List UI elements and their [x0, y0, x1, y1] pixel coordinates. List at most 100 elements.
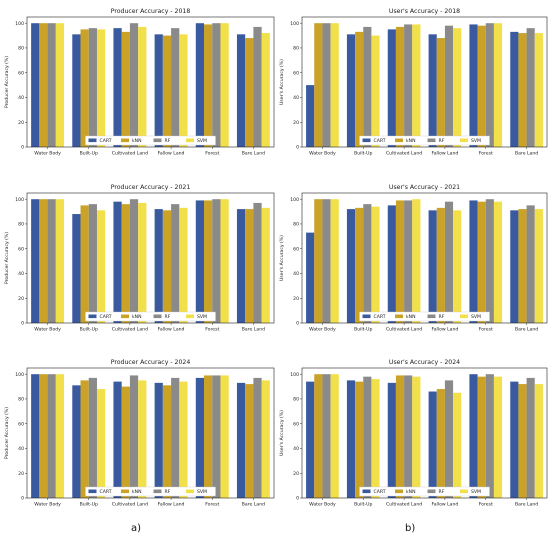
legend-label-cart: CART	[100, 314, 112, 320]
bar-cart-3	[428, 391, 437, 498]
bar-rf-0	[47, 374, 56, 498]
caption-b: b)	[405, 523, 416, 534]
bar-knn-0	[39, 23, 48, 147]
chart-panel-1: Producer Accuracy - 2018 Producer Accurac…	[4, 8, 275, 157]
bar-knn-0	[314, 374, 323, 498]
legend-swatch-knn	[121, 314, 129, 319]
bar-knn-3	[436, 207, 445, 323]
y-tick-label: 0	[21, 145, 24, 151]
legend-swatch-cart	[362, 138, 371, 143]
x-tick-label: Cultivated Land	[112, 327, 148, 333]
bar-knn-2	[395, 26, 405, 147]
bar-rf-1	[363, 26, 372, 147]
bar-rf-2	[404, 24, 413, 147]
legend-label-svm: SVM	[471, 138, 481, 144]
legend-swatch-knn	[395, 489, 403, 494]
x-tick-label: Cultivated Land	[386, 151, 422, 157]
bar-rf-0	[322, 23, 331, 147]
y-tick-label: 0	[296, 321, 299, 327]
x-tick-label: Fallow Land	[432, 151, 459, 157]
bar-rf-5	[253, 26, 262, 147]
bar-knn-0	[39, 199, 48, 323]
y-axis-label: Producer Accuracy (%)	[4, 56, 10, 108]
bar-svm-3	[453, 210, 462, 323]
legend-swatch-knn	[395, 138, 403, 143]
x-tick-label: Forest	[205, 327, 219, 333]
bar-svm-4	[493, 201, 503, 323]
bar-cart-3	[428, 210, 437, 323]
chart-title: User's Accuracy - 2018	[389, 8, 460, 15]
bar-cart-2	[113, 201, 122, 323]
bar-svm-3	[453, 28, 462, 148]
bar-rf-2	[404, 200, 413, 323]
bar-svm-0	[55, 199, 65, 323]
y-tick-label: 40	[293, 446, 299, 452]
y-tick-label: 40	[293, 95, 299, 101]
bar-rf-2	[129, 375, 139, 498]
x-tick-label: Cultivated Land	[386, 502, 422, 508]
legend: CART kNN RF SVM	[359, 135, 490, 146]
bar-rf-5	[253, 202, 262, 323]
y-tick-label: 60	[293, 246, 299, 252]
bar-knn-1	[80, 205, 89, 323]
legend-swatch-cart	[88, 314, 97, 319]
bar-svm-5	[534, 209, 543, 323]
bar-rf-0	[322, 374, 331, 498]
legend-box	[85, 311, 216, 322]
legend-label-cart: CART	[100, 489, 112, 495]
bar-svm-2	[138, 202, 147, 323]
bar-knn-3	[436, 38, 445, 147]
caption-a: a)	[131, 523, 142, 534]
bar-rf-2	[404, 375, 413, 498]
bar-rf-1	[88, 377, 97, 498]
x-tick-label: Fallow Land	[158, 151, 185, 157]
bar-svm-4	[220, 199, 229, 323]
bar-svm-5	[534, 384, 543, 498]
x-tick-label: Bare Land	[242, 502, 265, 508]
x-tick-label: Water Body	[309, 327, 336, 333]
legend-swatch-svm	[186, 314, 194, 319]
bar-svm-1	[96, 210, 106, 323]
y-tick-label: 60	[18, 246, 24, 252]
bar-knn-4	[477, 25, 486, 148]
bar-cart-0	[31, 374, 40, 498]
bar-knn-2	[395, 375, 405, 498]
y-tick-label: 80	[293, 46, 299, 52]
bar-rf-1	[363, 376, 372, 498]
bar-knn-0	[314, 199, 323, 323]
y-tick-label: 60	[18, 421, 24, 427]
x-tick-label: Water Body	[309, 502, 336, 508]
x-tick-label: Water Body	[309, 151, 336, 157]
bar-knn-4	[204, 24, 213, 147]
y-tick-label: 0	[296, 496, 299, 502]
bar-svm-3	[179, 207, 188, 323]
bar-svm-5	[261, 207, 270, 323]
bar-rf-3	[171, 377, 180, 498]
bar-cart-3	[154, 209, 163, 323]
bar-cart-2	[387, 205, 396, 323]
y-tick-label: 0	[21, 321, 24, 327]
x-tick-label: Water Body	[34, 327, 61, 333]
bar-svm-2	[412, 24, 421, 147]
x-tick-label: Fallow Land	[158, 502, 185, 508]
legend: CART kNN RF SVM	[85, 135, 216, 146]
legend-swatch-cart	[362, 489, 371, 494]
bar-rf-3	[171, 28, 180, 148]
x-tick-label: Water Body	[34, 151, 61, 157]
bar-cart-4	[195, 377, 205, 498]
legend-label-svm: SVM	[471, 314, 481, 320]
legend-swatch-rf	[427, 138, 436, 143]
legend-swatch-svm	[186, 138, 194, 143]
bar-rf-2	[129, 199, 139, 323]
legend-swatch-cart	[362, 314, 371, 319]
y-axis-label: Producer Accuracy (%)	[4, 232, 10, 284]
legend-label-rf: RF	[165, 489, 171, 495]
legend-swatch-svm	[460, 138, 468, 143]
bar-knn-5	[245, 384, 254, 498]
bar-rf-3	[444, 25, 454, 148]
y-tick-label: 100	[290, 372, 299, 378]
bar-svm-0	[55, 23, 65, 147]
legend-label-knn: kNN	[132, 314, 142, 320]
bar-cart-4	[469, 24, 478, 147]
